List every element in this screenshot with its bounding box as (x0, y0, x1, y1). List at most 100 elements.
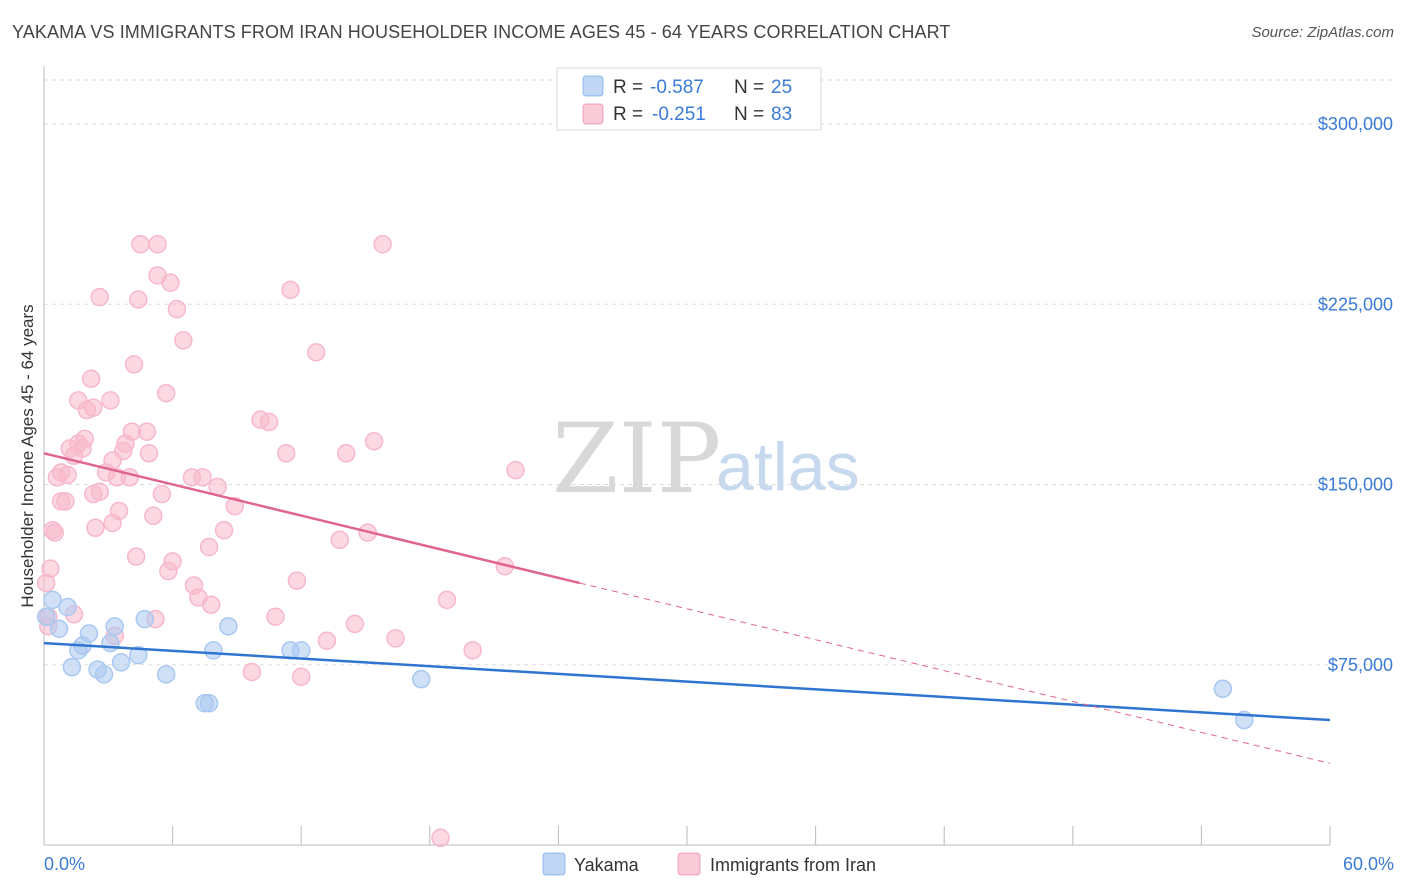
data-point (144, 506, 163, 526)
data-point (139, 444, 159, 463)
legend-r-label-yakama: R = (613, 77, 643, 98)
legend-n-label-yakama: N = (734, 77, 764, 98)
data-point (276, 444, 296, 463)
data-point (84, 398, 103, 417)
data-point (193, 468, 212, 487)
trend-line-yakama (43, 641, 1331, 722)
chart-source: Source: ZipAtlas.com (1251, 24, 1394, 41)
data-point (129, 645, 148, 665)
data-point (161, 273, 180, 292)
data-point (56, 492, 75, 511)
data-point (330, 530, 350, 550)
trend-lines (43, 452, 1331, 764)
bottom-legend-label-yakama: Yakama (574, 855, 640, 875)
legend: R = -0.587 N = 25 R = -0.251 N = 83 (556, 67, 822, 131)
data-point (86, 518, 105, 538)
data-point (317, 631, 337, 650)
data-point (129, 290, 148, 309)
data-point (90, 287, 109, 307)
data-point (437, 590, 457, 610)
data-point (156, 383, 176, 403)
series-iran (36, 234, 525, 848)
data-point (36, 607, 56, 626)
data-point (126, 547, 146, 566)
data-point (45, 523, 64, 542)
watermark: ZIP atlas (552, 403, 860, 515)
chart-title: YAKAMA VS IMMIGRANTS FROM IRAN HOUSEHOLD… (12, 22, 951, 42)
bottom-legend-label-iran: Immigrants from Iran (710, 855, 876, 875)
data-point (411, 669, 431, 689)
data-point (431, 828, 450, 848)
data-point (199, 693, 219, 713)
data-point (58, 597, 77, 617)
data-point (124, 355, 144, 374)
data-point (225, 496, 245, 516)
series-yakama (36, 590, 1254, 730)
data-point (62, 657, 82, 677)
data-point (201, 595, 221, 614)
data-point (463, 641, 482, 660)
y-tick-label: $225,000 (1318, 294, 1393, 314)
grid-lines (44, 79, 1395, 666)
legend-n-value-iran: 83 (771, 104, 792, 125)
x-tick-label-max: 60.0% (1343, 854, 1394, 874)
data-point (79, 624, 99, 643)
data-point (345, 614, 365, 634)
bottom-legend: Yakama Immigrants from Iran (542, 852, 876, 876)
data-point (214, 520, 234, 540)
tick-labels: $75,000 $150,000 $225,000 $300,000 0.0% 60.0% (44, 114, 1394, 874)
y-tick-label: $150,000 (1318, 475, 1393, 495)
data-point (204, 641, 223, 660)
data-point (306, 343, 326, 362)
data-point (336, 444, 356, 463)
legend-swatch-iran (582, 103, 604, 125)
y-tick-label: $75,000 (1328, 655, 1393, 675)
data-point (81, 369, 101, 389)
data-points (36, 234, 1254, 848)
data-point (199, 537, 219, 557)
watermark-zip: ZIP (552, 403, 721, 515)
data-point (156, 665, 176, 684)
data-point (101, 391, 120, 410)
trend-line-iran-extension (579, 582, 1331, 764)
legend-r-label-iran: R = (613, 104, 643, 125)
data-point (101, 633, 120, 653)
data-point (287, 571, 307, 590)
data-point (105, 617, 124, 636)
legend-swatch-yakama (582, 75, 604, 97)
data-point (167, 299, 187, 319)
trend-line-iran (43, 452, 581, 585)
bottom-legend-swatch-iran (677, 852, 701, 876)
data-point (109, 501, 129, 521)
data-point (266, 607, 285, 626)
y-axis-title: Householder Income Ages 45 - 64 years (18, 304, 37, 607)
data-point (1213, 679, 1233, 699)
data-point (41, 559, 60, 578)
data-point (94, 665, 114, 684)
data-point (281, 280, 300, 300)
data-point (131, 234, 150, 254)
x-tick-label-min: 0.0% (44, 854, 85, 874)
data-point (58, 465, 77, 485)
y-tick-label: $300,000 (1318, 114, 1393, 134)
legend-n-value-yakama: 25 (771, 77, 792, 98)
data-point (174, 331, 193, 350)
data-point (259, 412, 279, 432)
data-point (90, 482, 109, 501)
legend-r-value-iran: -0.251 (652, 104, 706, 125)
data-point (137, 422, 157, 441)
data-point (148, 234, 167, 254)
data-point (49, 619, 69, 638)
data-point (135, 609, 154, 629)
data-point (364, 432, 384, 451)
data-point (291, 667, 311, 687)
data-point (373, 234, 392, 254)
axes (43, 66, 1331, 846)
data-point (386, 629, 405, 648)
data-point (242, 662, 262, 682)
data-point (75, 429, 94, 449)
data-point (291, 641, 311, 660)
data-point (219, 617, 238, 636)
bottom-legend-swatch-yakama (542, 852, 566, 876)
legend-r-value-yakama: -0.587 (650, 77, 704, 98)
